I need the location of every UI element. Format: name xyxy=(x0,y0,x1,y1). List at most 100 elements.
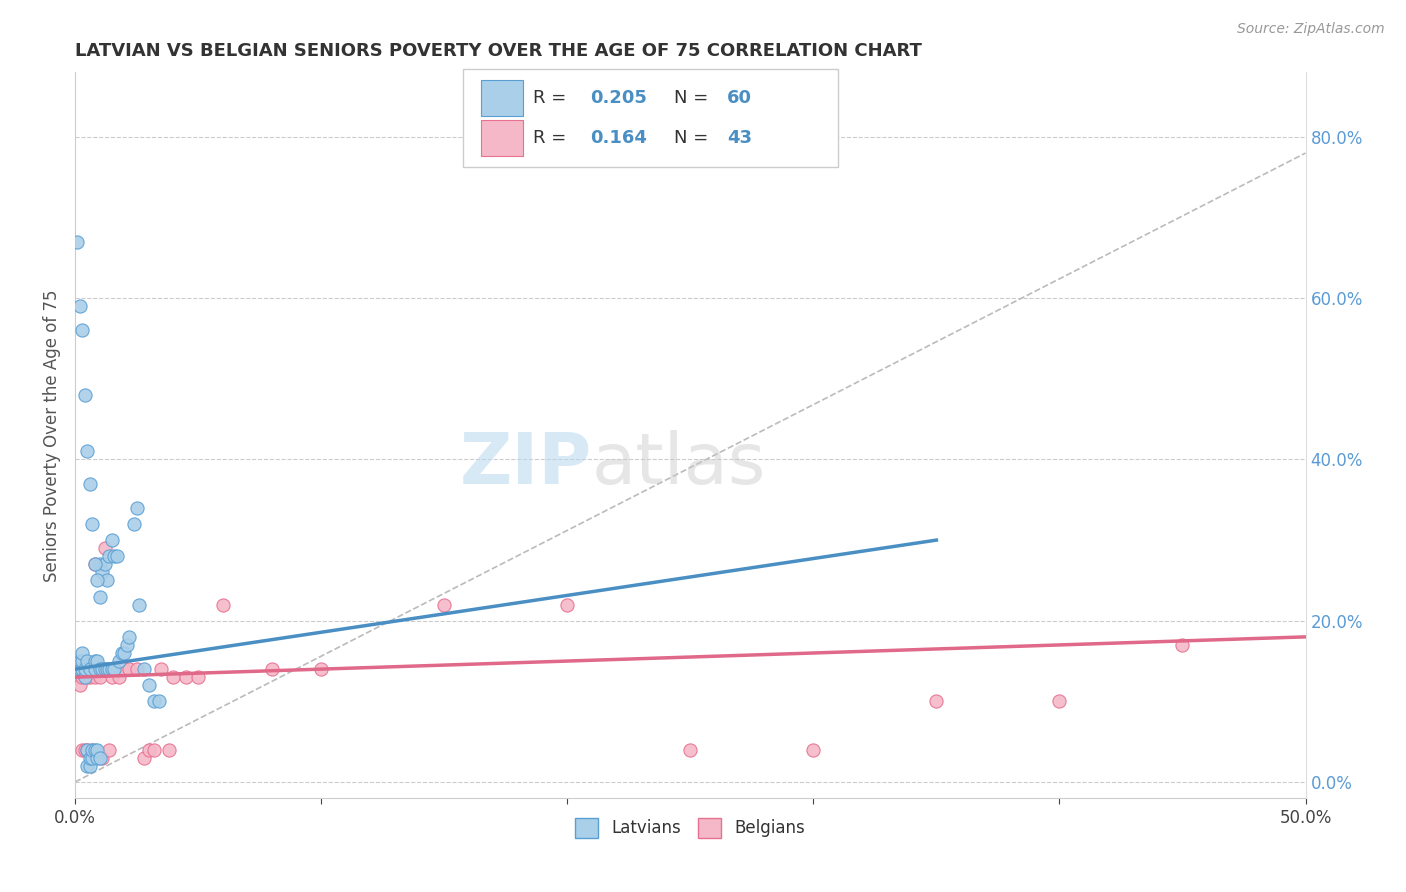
Point xyxy=(72,670,94,684)
Point xyxy=(83,654,105,668)
Point xyxy=(1171,638,1194,652)
Point xyxy=(1047,694,1070,708)
Point xyxy=(83,558,105,572)
Point xyxy=(79,759,101,773)
FancyBboxPatch shape xyxy=(463,69,838,167)
Point xyxy=(76,743,98,757)
Point xyxy=(79,476,101,491)
Point xyxy=(101,533,124,548)
Text: R =: R = xyxy=(533,89,572,107)
Point xyxy=(91,751,114,765)
Point xyxy=(83,558,105,572)
Point xyxy=(115,638,138,652)
Point xyxy=(72,743,94,757)
Text: atlas: atlas xyxy=(592,430,766,499)
Point xyxy=(73,670,96,684)
Point xyxy=(69,654,91,668)
Point xyxy=(309,662,332,676)
Text: 60: 60 xyxy=(727,89,752,107)
Text: Source: ZipAtlas.com: Source: ZipAtlas.com xyxy=(1237,22,1385,37)
Point xyxy=(76,670,98,684)
Point xyxy=(83,662,105,676)
Point xyxy=(101,662,124,676)
Point xyxy=(125,662,148,676)
Point xyxy=(174,670,197,684)
Point xyxy=(83,670,105,684)
Point xyxy=(86,654,108,668)
Point xyxy=(83,743,105,757)
Point xyxy=(72,662,94,676)
Point xyxy=(122,516,145,531)
Point xyxy=(142,743,165,757)
Point xyxy=(96,662,118,676)
Point xyxy=(69,299,91,313)
Y-axis label: Seniors Poverty Over the Age of 75: Seniors Poverty Over the Age of 75 xyxy=(44,289,60,582)
Point xyxy=(66,670,89,684)
Text: R =: R = xyxy=(533,128,572,147)
FancyBboxPatch shape xyxy=(481,80,523,116)
Point xyxy=(801,743,824,757)
Point xyxy=(86,574,108,588)
Point xyxy=(76,444,98,458)
Text: 0.164: 0.164 xyxy=(591,128,648,147)
Text: LATVIAN VS BELGIAN SENIORS POVERTY OVER THE AGE OF 75 CORRELATION CHART: LATVIAN VS BELGIAN SENIORS POVERTY OVER … xyxy=(75,42,922,60)
FancyBboxPatch shape xyxy=(481,120,523,155)
Point xyxy=(89,670,111,684)
Point xyxy=(79,751,101,765)
Point xyxy=(103,662,125,676)
Point xyxy=(128,598,150,612)
Text: 43: 43 xyxy=(727,128,752,147)
Point xyxy=(925,694,948,708)
Point xyxy=(89,558,111,572)
Point xyxy=(82,751,104,765)
Point xyxy=(111,646,134,660)
Point xyxy=(93,662,115,676)
Point xyxy=(89,590,111,604)
Point xyxy=(150,662,173,676)
Point xyxy=(103,662,125,676)
Point xyxy=(72,654,94,668)
Point xyxy=(72,323,94,337)
Point xyxy=(555,598,578,612)
Text: N =: N = xyxy=(675,89,714,107)
Point xyxy=(72,646,94,660)
Point xyxy=(91,566,114,580)
Point xyxy=(86,751,108,765)
Point xyxy=(260,662,283,676)
Point xyxy=(89,751,111,765)
Point xyxy=(79,670,101,684)
Point xyxy=(433,598,456,612)
Point xyxy=(157,743,180,757)
Point xyxy=(148,694,170,708)
Point xyxy=(679,743,702,757)
Point xyxy=(138,678,160,692)
Legend: Latvians, Belgians: Latvians, Belgians xyxy=(568,812,813,844)
Point xyxy=(76,759,98,773)
Point xyxy=(66,662,89,676)
Point xyxy=(96,662,118,676)
Point xyxy=(93,662,115,676)
Point xyxy=(211,598,233,612)
Point xyxy=(82,516,104,531)
Text: N =: N = xyxy=(675,128,714,147)
Point xyxy=(73,662,96,676)
Point xyxy=(93,558,115,572)
Point xyxy=(96,574,118,588)
Point xyxy=(105,662,128,676)
Point xyxy=(187,670,209,684)
Point xyxy=(101,670,124,684)
Point xyxy=(118,630,141,644)
Point xyxy=(108,670,131,684)
Point xyxy=(98,549,121,564)
Point xyxy=(132,662,155,676)
Point xyxy=(73,388,96,402)
Point xyxy=(108,654,131,668)
Point xyxy=(69,678,91,692)
Point xyxy=(112,662,135,676)
Point xyxy=(76,743,98,757)
Point xyxy=(132,751,155,765)
Point xyxy=(82,743,104,757)
Point xyxy=(69,662,91,676)
Text: 0.205: 0.205 xyxy=(591,89,648,107)
Point xyxy=(76,654,98,668)
